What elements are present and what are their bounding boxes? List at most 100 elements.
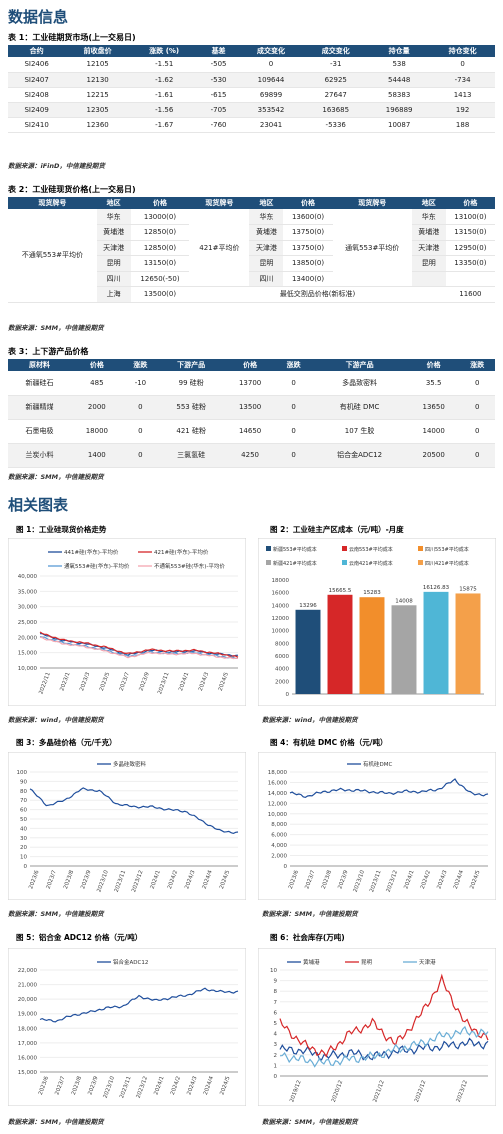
- fig1-chart: 40,000 35,000 30,000 25,000 20,000 15,000 10,0…: [8, 538, 246, 706]
- bar: [359, 597, 385, 694]
- t2-region: 四川: [249, 271, 284, 287]
- y-tick-label: 6000: [275, 654, 289, 660]
- t1-cell: 188: [430, 117, 495, 133]
- bar-data-label: 14008: [395, 598, 413, 604]
- t2-region: 上海: [96, 286, 131, 303]
- y-tick-label: 4: [274, 1032, 278, 1038]
- bar: [423, 591, 449, 694]
- fig6-caption: 图 6：社会库存(万吨): [270, 933, 345, 942]
- fig2-source: 数据来源：wind，中信建投期货: [262, 716, 358, 724]
- y-tick-label: 18,000: [268, 770, 288, 776]
- fig1-caption: 图 1：工业硅现货价格走势: [16, 525, 107, 534]
- series-line: [29, 787, 239, 835]
- y-tick-label: 0: [274, 1074, 278, 1080]
- t3-cell: 18000: [70, 419, 123, 444]
- t3-cell: 0: [459, 371, 495, 396]
- t3-cell: 0: [459, 443, 495, 468]
- y-tick-label: 21,000: [18, 983, 38, 989]
- t3-header: 涨跌: [122, 359, 159, 371]
- y-tick-label: 0: [286, 692, 290, 698]
- series-line: [279, 973, 489, 1058]
- y-tick-label: 15,000: [18, 651, 38, 657]
- t3-cell: 553 硅粉: [158, 395, 225, 420]
- t2-header: 现货牌号: [8, 197, 97, 209]
- table-row: 新疆精煤 2000 0 553 硅粉 13500 0 有机硅 DMC 13650 0: [8, 395, 495, 420]
- legend-label: 天津港: [419, 958, 436, 966]
- y-tick-label: 18,000: [18, 1026, 38, 1032]
- fig6-source: 数据来源：SMM，中信建投期货: [262, 1118, 358, 1126]
- t3-cell: 13650: [407, 395, 460, 420]
- t3-cell: 1400: [70, 443, 123, 468]
- t2-price: 13000(0): [130, 209, 190, 225]
- y-tick-label: 4000: [275, 667, 289, 673]
- t1-header: 合约: [8, 45, 66, 57]
- t3-cell: 石墨电极: [8, 419, 71, 444]
- t2-empty: [411, 271, 446, 287]
- t2-price: 12850(0): [130, 240, 190, 256]
- t2-header: 价格: [283, 197, 333, 209]
- table3-caption: 表 3：上下游产品价格: [8, 347, 89, 356]
- t1-cell: -1.62: [129, 72, 199, 88]
- bar-data-label: 15665.5: [329, 588, 352, 594]
- t3-cell: 多晶致密料: [311, 371, 408, 396]
- t1-cell: 353542: [238, 102, 304, 118]
- fig4-source: 数据来源：SMM，中信建投期货: [262, 910, 358, 918]
- section-title-data: 数据信息: [8, 8, 69, 26]
- t1-cell: 538: [368, 57, 431, 73]
- t2-price: 13400(0): [283, 271, 333, 287]
- t1-cell: 0: [430, 57, 495, 73]
- bar: [295, 609, 321, 694]
- series-line: [39, 987, 239, 1023]
- t1-header: 持仓量: [368, 45, 431, 57]
- t1-cell: 12215: [65, 87, 130, 103]
- t1-header: 前收盘价: [65, 45, 130, 57]
- group2-name: 421#平均价: [189, 209, 250, 287]
- series-line: [289, 778, 489, 799]
- t2-region: 昆明: [96, 255, 131, 272]
- table-row: SI2410 12360 -1.67 -760 23041 -5336 10087 188: [8, 117, 495, 133]
- legend-swatch: [266, 560, 271, 565]
- y-tick-label: 12000: [272, 616, 290, 622]
- t3-header: 下游产品: [311, 359, 408, 371]
- y-tick-label: 16,000: [18, 1055, 38, 1061]
- t1-cell: 163685: [303, 102, 369, 118]
- series-line: [279, 1025, 489, 1068]
- y-tick-label: 10: [20, 855, 27, 861]
- t3-cell: 0: [275, 419, 312, 444]
- t2-region: 华东: [411, 209, 446, 225]
- y-tick-label: 40: [20, 826, 27, 832]
- y-tick-label: 8: [274, 989, 278, 995]
- t1-cell: -705: [198, 102, 239, 118]
- y-tick-label: 30,000: [18, 605, 38, 611]
- t2-price: 13750(0): [283, 224, 333, 241]
- min-delivery-label: 最低交割品价格(新标准): [189, 286, 446, 303]
- t3-cell: 107 生胶: [311, 419, 408, 444]
- legend-label: 不通氧553#硅(华东)-平均价: [154, 562, 225, 570]
- t2-header: 地区: [411, 197, 446, 209]
- t3-cell: 新疆精煤: [8, 395, 71, 420]
- y-tick-label: 7: [274, 1000, 278, 1006]
- t1-cell: 12105: [65, 57, 130, 73]
- y-tick-label: 0: [284, 864, 288, 870]
- legend-swatch: [266, 546, 271, 551]
- t1-cell: 12130: [65, 72, 130, 88]
- fig5-source: 数据来源：SMM，中信建投期货: [8, 1118, 104, 1126]
- t2-header: 现货牌号: [189, 197, 250, 209]
- t2-price: 13150(0): [130, 255, 190, 272]
- t1-cell: -1.67: [129, 117, 199, 133]
- t1-cell: -530: [198, 72, 239, 88]
- t2-header: 地区: [249, 197, 284, 209]
- t3-header: 价格: [70, 359, 123, 371]
- y-tick-label: 35,000: [18, 589, 38, 595]
- y-tick-label: 3: [274, 1042, 278, 1048]
- t1-header: 涨跌 (%): [129, 45, 199, 57]
- t1-header: 成交变化: [238, 45, 304, 57]
- t3-cell: 0: [459, 395, 495, 420]
- t3-header: 涨跌: [275, 359, 312, 371]
- t2-price: 13850(0): [283, 255, 333, 272]
- t1-cell: 0: [238, 57, 304, 73]
- t1-header: 成交变化: [303, 45, 369, 57]
- y-tick-label: 22,000: [18, 968, 38, 974]
- t1-cell: SI2409: [8, 102, 66, 118]
- t2-header: 价格: [130, 197, 190, 209]
